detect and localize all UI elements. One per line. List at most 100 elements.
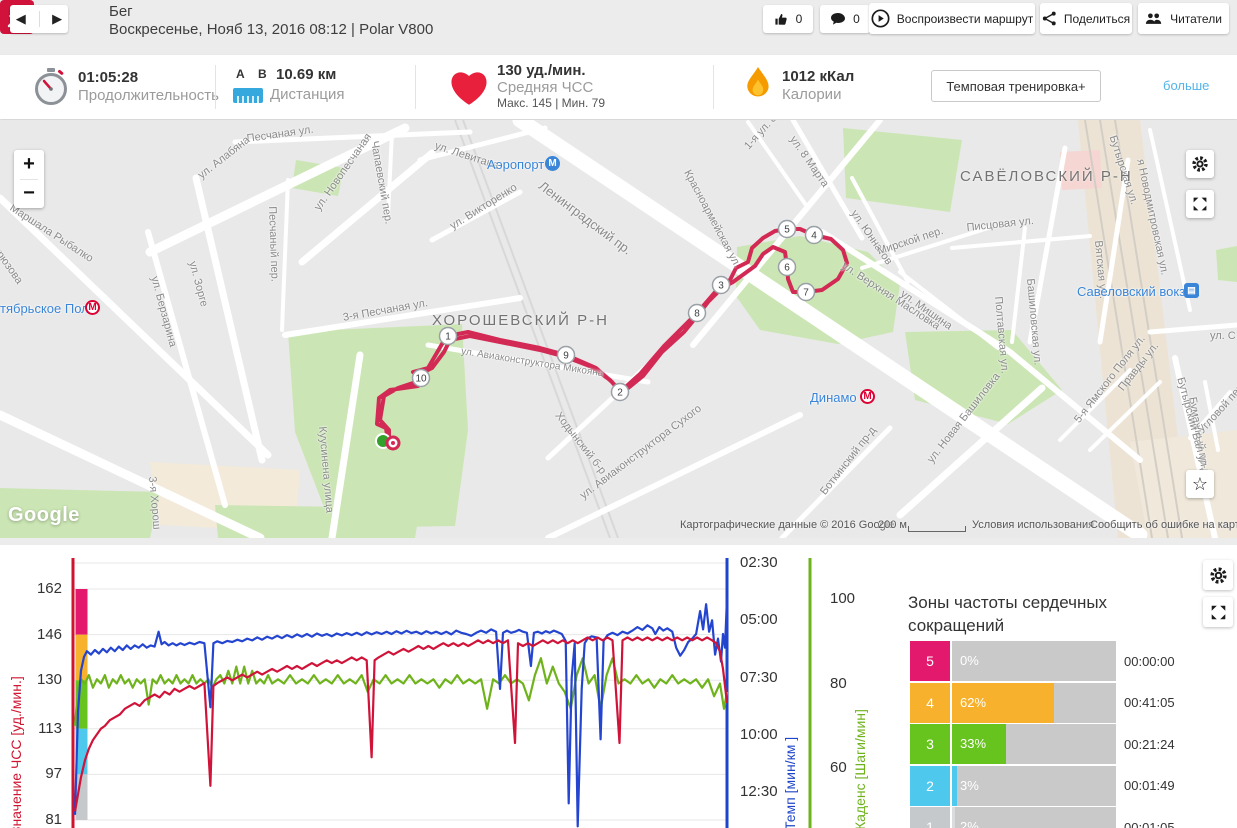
hr-max-min: Макс. 145 | Мин. 79	[497, 96, 606, 110]
route-km-marker	[438, 326, 458, 346]
terms-link[interactable]: Условия использования	[972, 519, 1095, 531]
avg-hr-label: Средняя ЧСС	[497, 79, 594, 96]
route-km-marker-number: 10	[415, 374, 427, 385]
zone-number-box: 1	[910, 807, 950, 828]
map-attribution: Картографические данные © 2016 Google	[680, 519, 895, 531]
report-error-link[interactable]: Сообщить об ошибке на карте	[1090, 519, 1237, 531]
route-km-marker-number: 8	[694, 309, 700, 320]
next-session-button[interactable]: ▶	[52, 11, 63, 26]
route-km-marker	[777, 257, 797, 277]
comment-button[interactable]: 0	[820, 5, 870, 33]
workout-target-button[interactable]: Темповая тренировка+	[931, 70, 1101, 102]
zone-number-box: 5	[910, 641, 950, 681]
zone-bar-fill	[952, 765, 957, 806]
road-lines	[0, 120, 1237, 538]
people-icon	[1145, 13, 1162, 24]
prev-session-button[interactable]: ◀	[15, 11, 26, 26]
route-km-marker	[711, 275, 731, 295]
heart_rate-line	[73, 636, 729, 812]
zoom-out-button[interactable]: −	[23, 182, 35, 204]
route-km-marker	[687, 303, 707, 323]
map-scale-label: 200 м	[878, 519, 907, 531]
pace-tick-label: 12:30	[740, 783, 778, 800]
map-zoom-control: + −	[14, 150, 44, 208]
zone-time-label: 00:41:05	[1124, 695, 1175, 710]
hr-tick-label: 81	[45, 811, 62, 828]
ruler-icon	[233, 88, 263, 103]
header: ◀ ▶ Бег Воскресенье, Нояб 13, 2016 08:12…	[0, 0, 1237, 55]
play-circle-icon	[871, 9, 890, 28]
duration-value: 01:05:28	[78, 69, 139, 86]
pace-line	[73, 597, 729, 828]
session-nav: ◀ ▶	[10, 5, 68, 33]
hr-tick-label: 130	[36, 671, 62, 689]
zone-time-label: 00:21:24	[1124, 736, 1175, 752]
gear-icon	[1209, 566, 1227, 584]
zone-number-box: 4	[910, 682, 950, 723]
route-map[interactable]: 1 2 3 4 5 6 7 8 9 10 ул. Левитана Песчаная ул. ул. …	[0, 120, 1237, 538]
zone-number-box: 3	[910, 724, 950, 764]
cadence-tick-label: 60	[830, 759, 847, 776]
hr-tick-label: 146	[36, 625, 62, 643]
zone-bar-track: 3%	[952, 765, 1116, 806]
map-fullscreen-button[interactable]	[1186, 190, 1214, 218]
route-km-marker-number: 3	[718, 281, 724, 292]
multi-axis-chart[interactable]	[0, 545, 1237, 828]
zone-percent-label: 3%	[960, 777, 979, 793]
google-logo[interactable]: Google	[8, 504, 80, 526]
pace-axis-title: Темп [мин/км ]	[782, 736, 798, 828]
chart-settings-button[interactable]	[1203, 560, 1233, 590]
zoom-divider	[20, 178, 38, 180]
zone-bar-track: 0%	[952, 641, 1116, 681]
calories-label: Калории	[782, 86, 842, 103]
distance-b-label: B	[258, 67, 267, 81]
flame-icon	[747, 67, 769, 97]
zone-percent-label: 2%	[960, 819, 979, 828]
more-link[interactable]: больше	[1163, 78, 1210, 93]
zoom-in-button[interactable]: +	[23, 153, 35, 175]
readers-button[interactable]: Читатели	[1138, 3, 1229, 34]
map-settings-button[interactable]	[1186, 150, 1214, 178]
fullscreen-icon	[1193, 197, 1207, 211]
replay-route-button[interactable]: Воспроизвести маршрут	[869, 3, 1035, 34]
zone-time-label: 00:01:05	[1124, 819, 1175, 828]
hr-zone-strip	[75, 589, 88, 635]
comment-icon	[831, 13, 846, 25]
zone-bar-fill	[952, 682, 1054, 723]
pace-tick-label: 05:00	[740, 611, 778, 629]
calories-value: 1012 кКал	[782, 68, 855, 85]
zone-time-label: 00:00:00	[1124, 653, 1175, 669]
route-km-marker-number: 9	[563, 351, 569, 362]
pace-tick-label: 10:00	[740, 725, 778, 743]
route-km-marker	[411, 368, 431, 388]
zone-bar-fill	[952, 807, 956, 828]
like-count: 0	[795, 12, 803, 26]
duration-label: Продолжительность	[78, 87, 219, 104]
route-km-marker-number: 6	[784, 263, 790, 274]
route-km-marker	[796, 282, 816, 302]
railway-lines	[454, 120, 1183, 538]
comment-count: 0	[853, 12, 860, 26]
route-km-marker-number: 7	[803, 288, 809, 299]
distance-value: 10.69 км	[276, 66, 337, 83]
share-icon	[1042, 11, 1056, 26]
map-favorite-button[interactable]: ☆	[1186, 470, 1214, 498]
zone-bar-fill	[952, 724, 1007, 764]
chart-fullscreen-button[interactable]	[1203, 597, 1233, 627]
share-label: Поделиться	[1063, 11, 1131, 26]
pace-tick-label: 02:30	[740, 554, 778, 571]
route-layer: 1 2 3 4 5 6 7 8 9 10	[375, 219, 849, 451]
hr-tick-label: 113	[38, 719, 62, 737]
gear-icon	[1192, 156, 1208, 172]
route-km-marker-number: 4	[811, 231, 817, 242]
share-button[interactable]: Поделиться	[1040, 3, 1132, 34]
cadence-tick-label: 100	[830, 590, 856, 607]
zone-bar-track: 33%	[952, 724, 1116, 764]
replay-route-label: Воспроизвести маршрут	[896, 11, 1034, 26]
route-end-dot	[391, 441, 395, 445]
route-km-marker	[556, 345, 576, 365]
map-canvas: 1 2 3 4 5 6 7 8 9 10	[0, 120, 1237, 538]
stats-divider	[415, 65, 416, 109]
like-button[interactable]: 0	[763, 5, 813, 33]
